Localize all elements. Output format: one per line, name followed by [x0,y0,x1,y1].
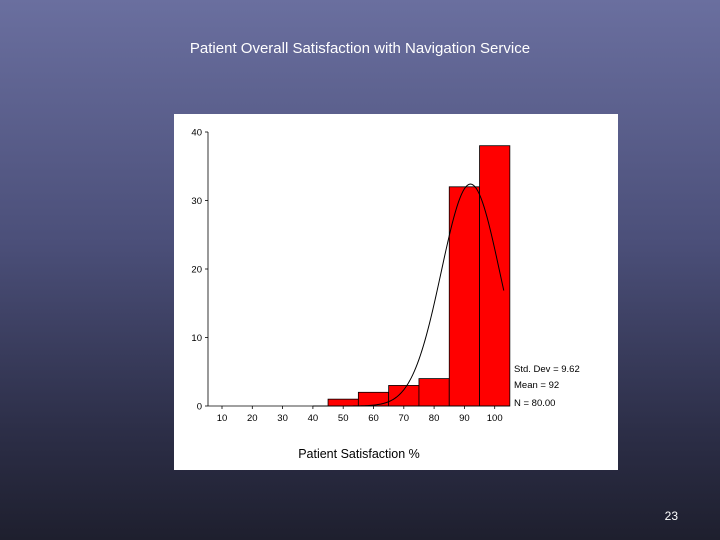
bar-50 [327,398,359,407]
x-tick-label-100: 100 [487,413,503,424]
page-number: 23 [664,509,678,523]
slide-title: Patient Overall Satisfaction with Naviga… [189,40,531,57]
x-axis-label: Patient Satisfaction % [298,447,420,461]
x-tick-label-80: 80 [429,413,440,424]
y-tick-label-20: 20 [191,265,202,276]
chart-canvas: 0 10 20 30 40 10 20 30 40 50 60 70 80 90 100 Patient S… [191,128,580,462]
bar-70 [388,385,420,407]
x-tick-label-20: 20 [247,413,258,424]
stat-n: N = 80.00 [514,398,555,409]
x-tick-label-40: 40 [308,413,319,424]
x-tick-label-10: 10 [217,413,228,424]
bar-80 [418,378,450,407]
x-tick-label-50: 50 [338,413,349,424]
bar-60 [357,391,390,407]
stat-std-dev: Std. Dev = 9.62 [514,364,580,375]
y-tick-label-10: 10 [191,333,202,344]
bar-100 [479,145,511,407]
histogram-chart: 0 10 20 30 40 10 20 30 40 50 60 70 80 90 100 Patient S… [174,114,618,470]
y-tick-label-0: 0 [197,402,202,413]
x-tick-label-30: 30 [277,413,288,424]
bars-group [327,145,511,407]
y-tick-label-40: 40 [191,128,202,139]
x-tick-label-60: 60 [368,413,379,424]
bar-90 [448,186,480,407]
x-tick-label-90: 90 [459,413,470,424]
stat-mean: Mean = 92 [514,380,559,391]
axes-group: 0 10 20 30 40 10 20 30 40 50 60 70 80 90 100 [191,128,510,424]
x-tick-label-70: 70 [399,413,410,424]
y-tick-label-30: 30 [191,196,202,207]
